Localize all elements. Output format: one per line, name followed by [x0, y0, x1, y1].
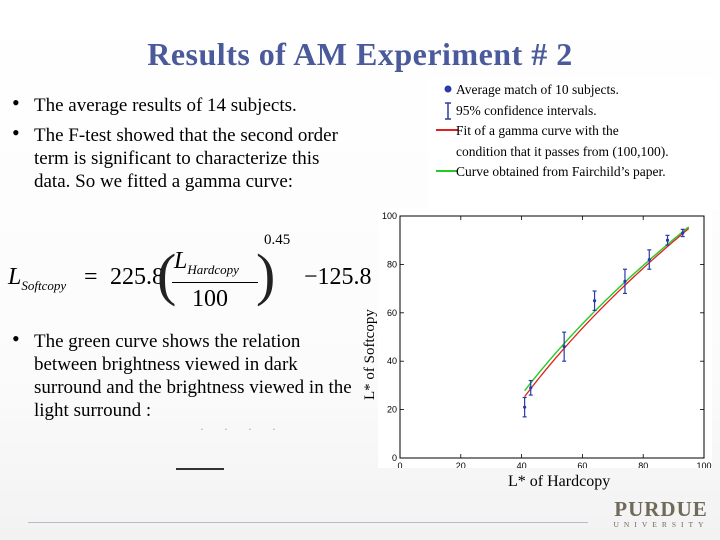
bullet-text-3: The green curve shows the relation betwe…	[34, 331, 352, 421]
formula-numerator: LHardcopy	[174, 248, 239, 277]
logo-sub-text: UNIVERSITY	[613, 520, 709, 529]
plot-background	[378, 208, 712, 468]
purdue-logo: PURDUE UNIVERSITY	[608, 498, 714, 529]
x-tick-label: 60	[577, 461, 587, 468]
legend-label: Curve obtained from Fairchild’s paper.	[456, 164, 666, 179]
legend-label: 95% confidence intervals.	[456, 102, 597, 118]
y-tick-label: 0	[392, 453, 397, 463]
data-point	[529, 386, 533, 390]
formula-fraction-bar	[172, 282, 258, 283]
data-point	[665, 238, 670, 242]
bullet-text-2: The F-test showed that the second order …	[34, 125, 338, 192]
data-point	[623, 279, 627, 283]
formula-lhs: LSoftcopy	[8, 264, 67, 293]
formula-equals: =	[84, 264, 98, 290]
bullet-dot: •	[12, 120, 20, 145]
line-marker-icon	[434, 142, 454, 158]
x-tick-label: 0	[397, 461, 402, 468]
formula-coefficient: 225.8	[110, 264, 164, 290]
formula-right-paren: )	[256, 242, 276, 307]
data-point	[562, 345, 566, 349]
footer-divider	[28, 522, 588, 523]
x-tick-label: 100	[696, 461, 711, 468]
data-point	[647, 257, 651, 262]
chart-plot: 0 20 40 60 80 100 0 20 40 60 80 100	[378, 208, 712, 468]
formula-left-paren: (	[157, 242, 177, 307]
y-tick-label: 80	[387, 259, 397, 269]
legend-label: Fit of a gamma curve with the	[456, 123, 619, 138]
underline-mark	[176, 468, 224, 470]
formula-denominator: 100	[192, 286, 228, 312]
data-point	[523, 405, 527, 409]
bullet-dot: •	[12, 326, 20, 351]
gamma-fit-curve	[524, 227, 690, 397]
plot-frame	[399, 215, 705, 459]
logo-main-text: PURDUE	[614, 497, 708, 521]
x-axis-label: L* of Hardcopy	[508, 473, 611, 490]
legend-label: Average match of 10 subjects.	[456, 82, 619, 97]
x-tick-label: 80	[638, 461, 648, 468]
y-tick-label: 60	[387, 308, 397, 318]
x-tick-label: 20	[456, 461, 466, 468]
y-tick-label: 20	[387, 405, 397, 415]
data-point	[592, 299, 597, 303]
bullet-text-1: The average results of 14 subjects.	[34, 95, 297, 116]
faint-artifact: ····	[200, 422, 296, 436]
errorbar-marker-icon	[434, 101, 454, 120]
line-marker-icon	[434, 121, 458, 137]
gamma-formula: LSoftcopy = 225.8 ( LHardcopy 100 ) 0.45…	[6, 232, 374, 314]
legend-label: condition that it passes from (100,100).	[456, 143, 669, 159]
bullet-dot: •	[12, 90, 20, 115]
x-tick-label: 40	[517, 461, 527, 468]
y-axis-label: L* of Softcopy	[362, 309, 378, 400]
y-tick-label: 100	[382, 211, 397, 221]
chart-legend: Average match of 10 subjects. 95% confide…	[428, 78, 718, 210]
line-marker-icon	[434, 162, 458, 178]
fairchild-curve	[524, 226, 690, 392]
data-point	[681, 231, 685, 235]
dot-marker-icon	[434, 80, 454, 96]
slide-title: Results of AM Experiment # 2	[147, 36, 573, 72]
formula-offset: −125.8	[304, 264, 372, 290]
formula-exponent: 0.45	[264, 232, 291, 248]
y-tick-label: 40	[387, 356, 397, 366]
